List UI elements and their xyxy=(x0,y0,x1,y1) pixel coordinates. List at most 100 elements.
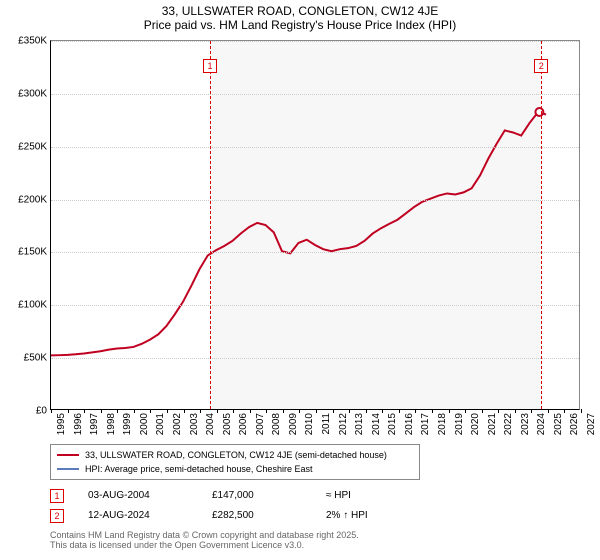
x-axis-label: 2020 xyxy=(468,413,481,435)
footer-line: Contains HM Land Registry data © Crown c… xyxy=(50,530,600,540)
y-axis-label: £0 xyxy=(36,406,51,417)
x-axis-tick xyxy=(399,409,400,413)
x-axis-tick xyxy=(515,409,516,413)
event-row-date: 03-AUG-2004 xyxy=(88,486,188,506)
x-axis-tick xyxy=(200,409,201,413)
x-axis-tick xyxy=(217,409,218,413)
title-line-2: Price paid vs. HM Land Registry's House … xyxy=(0,18,600,32)
event-row-date: 12-AUG-2024 xyxy=(88,506,188,526)
y-axis-label: £100K xyxy=(18,300,51,311)
x-axis-label: 2018 xyxy=(435,413,448,435)
legend-label: 33, ULLSWATER ROAD, CONGLETON, CW12 4JE … xyxy=(85,448,387,462)
x-axis-label: 2011 xyxy=(319,413,332,435)
y-axis-label: £250K xyxy=(18,141,51,152)
event-marker-box: 2 xyxy=(534,59,548,73)
x-axis-label: 2024 xyxy=(534,413,547,435)
x-axis-label: 1999 xyxy=(120,413,133,435)
x-axis-tick xyxy=(134,409,135,413)
x-axis-label: 2010 xyxy=(302,413,315,435)
x-axis-tick xyxy=(250,409,251,413)
x-axis-tick xyxy=(101,409,102,413)
x-axis-tick xyxy=(51,409,52,413)
x-axis-tick xyxy=(84,409,85,413)
x-axis-tick xyxy=(117,409,118,413)
sale-event-row: 1 03-AUG-2004 £147,000 ≈ HPI xyxy=(50,486,600,506)
x-axis-label: 2017 xyxy=(418,413,431,435)
x-axis-tick xyxy=(333,409,334,413)
x-axis-label: 2009 xyxy=(286,413,299,435)
gridline-horizontal xyxy=(51,94,579,95)
event-row-price: £147,000 xyxy=(212,486,302,506)
gridline-horizontal xyxy=(51,252,579,253)
chart-legend: 33, ULLSWATER ROAD, CONGLETON, CW12 4JE … xyxy=(50,444,420,480)
x-axis-label: 1997 xyxy=(87,413,100,435)
x-axis-label: 2004 xyxy=(203,413,216,435)
x-axis-tick xyxy=(581,409,582,413)
event-vertical-line xyxy=(541,41,542,409)
x-axis-tick xyxy=(465,409,466,413)
x-axis-tick xyxy=(366,409,367,413)
x-axis-label: 2013 xyxy=(352,413,365,435)
y-axis-label: £300K xyxy=(18,88,51,99)
sale-event-row: 2 12-AUG-2024 £282,500 2% ↑ HPI xyxy=(50,506,600,526)
legend-item: HPI: Average price, semi-detached house,… xyxy=(57,462,413,476)
x-axis-label: 2022 xyxy=(501,413,514,435)
x-axis-label: 2005 xyxy=(220,413,233,435)
legend-label: HPI: Average price, semi-detached house,… xyxy=(85,462,312,476)
x-axis-tick xyxy=(548,409,549,413)
x-axis-label: 2003 xyxy=(187,413,200,435)
x-axis-tick xyxy=(415,409,416,413)
x-axis-label: 2002 xyxy=(170,413,183,435)
legend-item: 33, ULLSWATER ROAD, CONGLETON, CW12 4JE … xyxy=(57,448,413,462)
sale-events-table: 1 03-AUG-2004 £147,000 ≈ HPI 2 12-AUG-2024 £28… xyxy=(50,486,600,526)
event-row-hpi: ≈ HPI xyxy=(326,486,416,506)
x-axis-tick xyxy=(432,409,433,413)
x-axis-label: 2000 xyxy=(137,413,150,435)
x-axis-label: 2015 xyxy=(385,413,398,435)
x-axis-tick xyxy=(564,409,565,413)
title-line-1: 33, ULLSWATER ROAD, CONGLETON, CW12 4JE xyxy=(0,4,600,18)
gridline-horizontal xyxy=(51,358,579,359)
event-row-marker: 1 xyxy=(50,489,64,503)
footer-line: This data is licensed under the Open Gov… xyxy=(50,540,600,550)
x-axis-tick xyxy=(68,409,69,413)
event-row-hpi: 2% ↑ HPI xyxy=(326,506,416,526)
x-axis-label: 2006 xyxy=(236,413,249,435)
event-row-marker: 2 xyxy=(50,509,64,523)
x-axis-tick xyxy=(283,409,284,413)
chart-svg xyxy=(51,41,579,409)
footer-attribution: Contains HM Land Registry data © Crown c… xyxy=(50,530,600,550)
x-axis-label: 1998 xyxy=(104,413,117,435)
event-marker-box: 1 xyxy=(203,59,217,73)
chart-plot-area: £0£50K£100K£150K£200K£250K£300K£350K1995… xyxy=(50,40,580,410)
x-axis-label: 2021 xyxy=(485,413,498,435)
x-axis-label: 2007 xyxy=(253,413,266,435)
x-axis-label: 2001 xyxy=(153,413,166,435)
x-axis-tick xyxy=(233,409,234,413)
gridline-horizontal xyxy=(51,41,579,42)
x-axis-tick xyxy=(382,409,383,413)
y-axis-label: £350K xyxy=(18,36,51,47)
price-line xyxy=(51,112,546,355)
x-axis-label: 2023 xyxy=(518,413,531,435)
gridline-horizontal xyxy=(51,200,579,201)
y-axis-label: £50K xyxy=(24,353,51,364)
x-axis-label: 2014 xyxy=(369,413,382,435)
x-axis-tick xyxy=(150,409,151,413)
x-axis-tick xyxy=(299,409,300,413)
gridline-horizontal xyxy=(51,147,579,148)
x-axis-label: 2027 xyxy=(584,413,597,435)
event-row-price: £282,500 xyxy=(212,506,302,526)
legend-swatch xyxy=(57,454,79,456)
x-axis-tick xyxy=(316,409,317,413)
chart-title-block: 33, ULLSWATER ROAD, CONGLETON, CW12 4JE … xyxy=(0,0,600,32)
x-axis-label: 1996 xyxy=(71,413,84,435)
x-axis-label: 2008 xyxy=(269,413,282,435)
x-axis-label: 2016 xyxy=(402,413,415,435)
y-axis-label: £200K xyxy=(18,194,51,205)
x-axis-tick xyxy=(449,409,450,413)
x-axis-tick xyxy=(167,409,168,413)
x-axis-tick xyxy=(266,409,267,413)
x-axis-tick xyxy=(498,409,499,413)
x-axis-label: 2019 xyxy=(452,413,465,435)
